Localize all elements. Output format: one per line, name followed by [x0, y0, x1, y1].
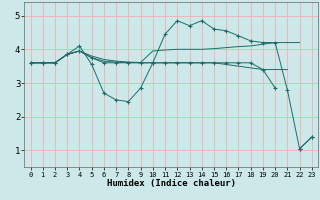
X-axis label: Humidex (Indice chaleur): Humidex (Indice chaleur): [107, 179, 236, 188]
